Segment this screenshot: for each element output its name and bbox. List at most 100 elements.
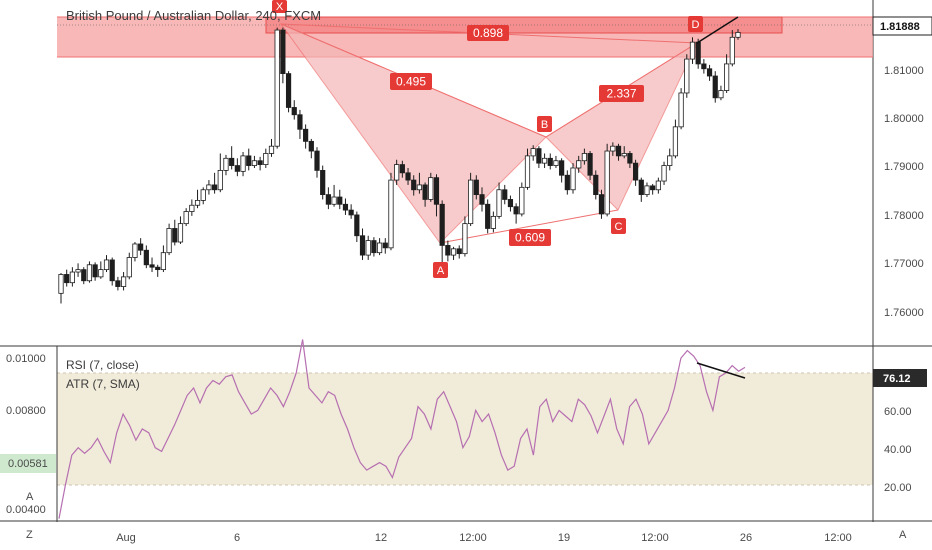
- candle-body[interactable]: [64, 274, 70, 284]
- candle-body[interactable]: [189, 204, 195, 212]
- price-divergence-line[interactable]: [696, 16, 739, 44]
- left-axis-marker[interactable]: Z: [26, 529, 33, 541]
- candle-body[interactable]: [98, 269, 104, 278]
- symbol-title[interactable]: British Pound / Australian Dollar, 240, …: [66, 8, 321, 23]
- candle-body[interactable]: [399, 164, 405, 174]
- candle-body[interactable]: [223, 157, 229, 171]
- candle-body[interactable]: [365, 240, 371, 256]
- rsi-label[interactable]: RSI (7, close): [66, 358, 139, 372]
- candle-body[interactable]: [490, 215, 496, 229]
- candle-body[interactable]: [285, 73, 292, 108]
- candle-body[interactable]: [479, 194, 485, 205]
- rsi-axis[interactable]: 60.00 40.00 20.00 76.12 A: [873, 369, 927, 541]
- candle-body[interactable]: [655, 180, 661, 191]
- candle-body[interactable]: [382, 242, 388, 249]
- candle-body[interactable]: [274, 29, 280, 147]
- candle-body[interactable]: [405, 172, 411, 181]
- candle-body[interactable]: [411, 179, 417, 191]
- candle-body[interactable]: [598, 194, 605, 215]
- candle-body[interactable]: [689, 41, 696, 60]
- candle-body[interactable]: [502, 189, 508, 200]
- candle-body[interactable]: [433, 177, 440, 205]
- candle-body[interactable]: [280, 29, 286, 75]
- candle-body[interactable]: [337, 196, 343, 205]
- candle-body[interactable]: [212, 184, 218, 191]
- candle-body[interactable]: [667, 155, 673, 166]
- atr-label[interactable]: ATR (7, SMA): [66, 377, 140, 391]
- candle-body[interactable]: [553, 160, 559, 166]
- candle-body[interactable]: [86, 264, 93, 282]
- candle-body[interactable]: [359, 235, 366, 256]
- candle-body[interactable]: [450, 248, 457, 256]
- candle-body[interactable]: [559, 160, 565, 176]
- candle-body[interactable]: [576, 160, 582, 169]
- candle-body[interactable]: [394, 164, 400, 181]
- candle-body[interactable]: [547, 157, 553, 166]
- candle-body[interactable]: [342, 203, 349, 211]
- candle-body[interactable]: [485, 203, 491, 229]
- candle-body[interactable]: [268, 145, 275, 154]
- candle-body[interactable]: [160, 252, 167, 271]
- candle-body[interactable]: [348, 209, 354, 216]
- candle-body[interactable]: [388, 179, 394, 249]
- candle-body[interactable]: [507, 199, 514, 208]
- candle-body[interactable]: [81, 269, 87, 282]
- candle-body[interactable]: [593, 174, 599, 196]
- candle-body[interactable]: [240, 155, 246, 172]
- candle-body[interactable]: [456, 248, 462, 255]
- candle-body[interactable]: [257, 160, 263, 165]
- time-axis[interactable]: Aug 6 12 12:00 19 12:00 26 12:00: [116, 532, 852, 544]
- candle-body[interactable]: [541, 157, 548, 164]
- candle-body[interactable]: [661, 165, 667, 182]
- candle-body[interactable]: [206, 184, 212, 191]
- candle-body[interactable]: [564, 174, 570, 191]
- candle-body[interactable]: [166, 228, 172, 254]
- candle-body[interactable]: [115, 280, 121, 287]
- candle-body[interactable]: [120, 276, 127, 287]
- candle-body[interactable]: [371, 240, 377, 254]
- candle-body[interactable]: [308, 140, 314, 152]
- candle-body[interactable]: [376, 242, 383, 254]
- candle-body[interactable]: [291, 107, 297, 116]
- candle-body[interactable]: [462, 223, 468, 255]
- candle-body[interactable]: [678, 92, 684, 128]
- candle-body[interactable]: [729, 36, 735, 65]
- candle-body[interactable]: [177, 223, 184, 243]
- candle-body[interactable]: [75, 269, 81, 273]
- candle-body[interactable]: [416, 184, 423, 191]
- candle-body[interactable]: [701, 63, 707, 70]
- candle-body[interactable]: [303, 128, 309, 142]
- candle-body[interactable]: [183, 211, 189, 225]
- candle-body[interactable]: [587, 153, 593, 176]
- candle-body[interactable]: [422, 184, 428, 200]
- price-axis[interactable]: 1.81000 1.80000 1.79000 1.78000 1.77000 …: [872, 16, 932, 319]
- candle-body[interactable]: [200, 189, 206, 201]
- candle-body[interactable]: [297, 114, 303, 130]
- candle-body[interactable]: [58, 274, 64, 294]
- candle-body[interactable]: [712, 75, 718, 99]
- candle-body[interactable]: [695, 41, 701, 65]
- candle-body[interactable]: [246, 155, 252, 166]
- candle-body[interactable]: [149, 264, 155, 268]
- candle-body[interactable]: [581, 153, 587, 162]
- candle-body[interactable]: [519, 186, 525, 215]
- candle-body[interactable]: [536, 148, 542, 164]
- candle-body[interactable]: [314, 150, 320, 171]
- candle-body[interactable]: [650, 185, 656, 191]
- candle-body[interactable]: [172, 228, 178, 243]
- candle-body[interactable]: [194, 200, 201, 206]
- candle-body[interactable]: [234, 165, 240, 172]
- atr-axis[interactable]: 0.01000 0.00800 0.00400 0.00581 Z A: [0, 353, 56, 541]
- candle-body[interactable]: [468, 179, 474, 225]
- candle-body[interactable]: [217, 169, 223, 191]
- candle-body[interactable]: [439, 203, 445, 246]
- rsi-divergence-line[interactable]: [696, 362, 746, 379]
- candle-body[interactable]: [627, 153, 633, 164]
- candle-body[interactable]: [672, 126, 679, 157]
- candle-body[interactable]: [251, 160, 258, 166]
- candle-body[interactable]: [428, 177, 434, 200]
- candle-body[interactable]: [155, 266, 161, 271]
- candle-body[interactable]: [718, 90, 724, 99]
- candle-body[interactable]: [325, 194, 331, 205]
- candle-body[interactable]: [570, 167, 576, 191]
